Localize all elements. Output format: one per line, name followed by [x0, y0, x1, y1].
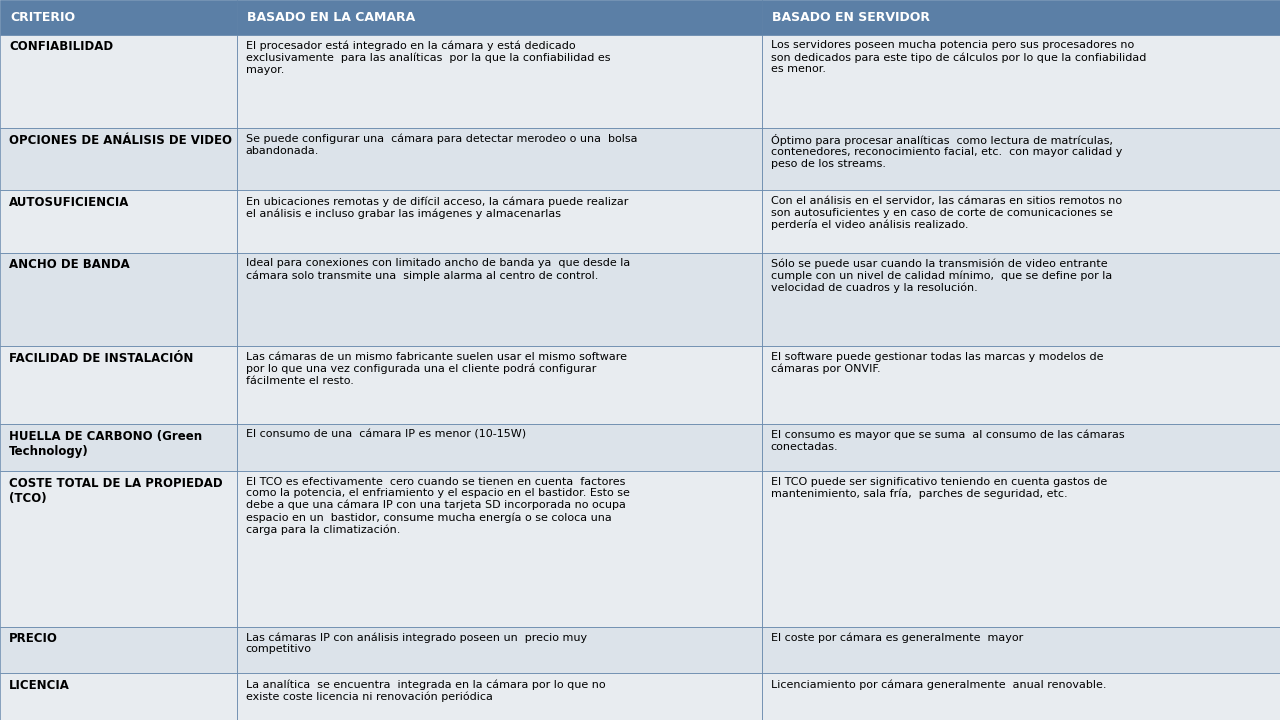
Text: COSTE TOTAL DE LA PROPIEDAD
(TCO): COSTE TOTAL DE LA PROPIEDAD (TCO)	[9, 477, 223, 505]
Bar	[0, 626, 237, 673]
Bar	[237, 424, 762, 471]
Bar	[0, 0, 237, 35]
Bar	[762, 346, 1280, 424]
Text: Los servidores poseen mucha potencia pero sus procesadores no
son dedicados para: Los servidores poseen mucha potencia per…	[771, 40, 1146, 74]
Bar	[0, 346, 237, 424]
Text: Ideal para conexiones con limitado ancho de banda ya  que desde la
cámara solo t: Ideal para conexiones con limitado ancho…	[246, 258, 630, 281]
Text: AUTOSUFICIENCIA: AUTOSUFICIENCIA	[9, 196, 129, 209]
Text: BASADO EN SERVIDOR: BASADO EN SERVIDOR	[772, 11, 929, 24]
Text: CRITERIO: CRITERIO	[10, 11, 76, 24]
Text: La analítica  se encuentra  integrada en la cámara por lo que no
existe coste li: La analítica se encuentra integrada en l…	[246, 679, 605, 702]
Text: Óptimo para procesar analíticas  como lectura de matrículas,
contenedores, recon: Óptimo para procesar analíticas como lec…	[771, 134, 1123, 169]
Bar	[237, 626, 762, 673]
Bar	[237, 128, 762, 190]
Text: Con el análisis en el servidor, las cámaras en sitios remotos no
son autosuficie: Con el análisis en el servidor, las cáma…	[771, 196, 1121, 230]
Text: En ubicaciones remotas y de difícil acceso, la cámara puede realizar
el análisis: En ubicaciones remotas y de difícil acce…	[246, 196, 628, 219]
Bar	[0, 253, 237, 346]
Text: HUELLA DE CARBONO (Green
Technology): HUELLA DE CARBONO (Green Technology)	[9, 430, 202, 458]
Bar	[762, 673, 1280, 720]
Text: El software puede gestionar todas las marcas y modelos de
cámaras por ONVIF.: El software puede gestionar todas las ma…	[771, 352, 1103, 374]
Bar	[237, 346, 762, 424]
Text: ANCHO DE BANDA: ANCHO DE BANDA	[9, 258, 129, 271]
Text: El TCO es efectivamente  cero cuando se tienen en cuenta  factores
como la poten: El TCO es efectivamente cero cuando se t…	[246, 477, 630, 535]
Bar	[0, 471, 237, 626]
Text: El procesador está integrado en la cámara y está dedicado
exclusivamente  para l: El procesador está integrado en la cámar…	[246, 40, 611, 75]
Bar	[762, 471, 1280, 626]
Text: Se puede configurar una  cámara para detectar merodeo o una  bolsa
abandonada.: Se puede configurar una cámara para dete…	[246, 134, 637, 156]
Bar	[0, 35, 237, 128]
Text: El consumo es mayor que se suma  al consumo de las cámaras
conectadas.: El consumo es mayor que se suma al consu…	[771, 430, 1124, 452]
Text: El TCO puede ser significativo teniendo en cuenta gastos de
mantenimiento, sala : El TCO puede ser significativo teniendo …	[771, 477, 1107, 499]
Text: El coste por cámara es generalmente  mayor: El coste por cámara es generalmente mayo…	[771, 632, 1023, 643]
Text: FACILIDAD DE INSTALACIÓN: FACILIDAD DE INSTALACIÓN	[9, 352, 193, 365]
Bar	[237, 35, 762, 128]
Bar	[762, 35, 1280, 128]
Bar	[762, 0, 1280, 35]
Text: Licenciamiento por cámara generalmente  anual renovable.: Licenciamiento por cámara generalmente a…	[771, 679, 1106, 690]
Text: LICENCIA: LICENCIA	[9, 679, 70, 692]
Bar	[0, 128, 237, 190]
Text: Las cámaras IP con análisis integrado poseen un  precio muy
competitivo: Las cámaras IP con análisis integrado po…	[246, 632, 588, 654]
Text: OPCIONES DE ANÁLISIS DE VIDEO: OPCIONES DE ANÁLISIS DE VIDEO	[9, 134, 232, 147]
Bar	[0, 190, 237, 253]
Bar	[762, 424, 1280, 471]
Bar	[237, 673, 762, 720]
Bar	[237, 471, 762, 626]
Text: El consumo de una  cámara IP es menor (10-15W): El consumo de una cámara IP es menor (10…	[246, 430, 526, 440]
Bar	[762, 128, 1280, 190]
Bar	[0, 673, 237, 720]
Text: PRECIO: PRECIO	[9, 632, 58, 645]
Text: Sólo se puede usar cuando la transmisión de video entrante
cumple con un nivel d: Sólo se puede usar cuando la transmisión…	[771, 258, 1112, 293]
Text: Las cámaras de un mismo fabricante suelen usar el mismo software
por lo que una : Las cámaras de un mismo fabricante suele…	[246, 352, 627, 386]
Bar	[762, 253, 1280, 346]
Bar	[0, 424, 237, 471]
Text: CONFIABILIDAD: CONFIABILIDAD	[9, 40, 113, 53]
Text: BASADO EN LA CAMARA: BASADO EN LA CAMARA	[247, 11, 415, 24]
Bar	[762, 190, 1280, 253]
Bar	[237, 190, 762, 253]
Bar	[237, 253, 762, 346]
Bar	[762, 626, 1280, 673]
Bar	[237, 0, 762, 35]
